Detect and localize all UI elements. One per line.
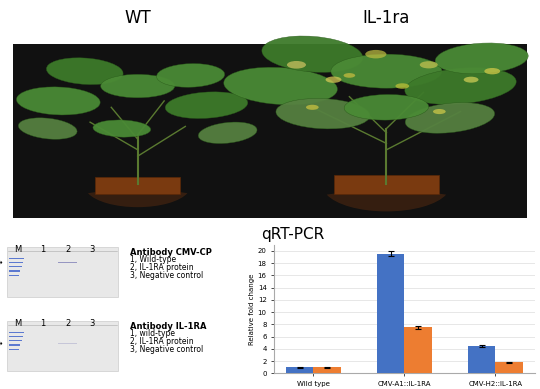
Ellipse shape — [46, 58, 123, 84]
Text: 2, IL-1RA protein: 2, IL-1RA protein — [130, 337, 193, 346]
Circle shape — [306, 105, 319, 110]
FancyBboxPatch shape — [6, 321, 118, 371]
FancyBboxPatch shape — [334, 175, 440, 194]
Ellipse shape — [93, 120, 151, 137]
Text: M: M — [14, 245, 22, 254]
FancyBboxPatch shape — [9, 270, 21, 272]
FancyBboxPatch shape — [58, 343, 77, 344]
Text: 2: 2 — [65, 319, 70, 328]
FancyBboxPatch shape — [9, 275, 19, 276]
Text: 17KDa→: 17KDa→ — [0, 339, 3, 348]
Bar — [377, 254, 404, 373]
FancyBboxPatch shape — [9, 349, 19, 350]
FancyBboxPatch shape — [9, 336, 23, 337]
FancyBboxPatch shape — [9, 258, 24, 259]
Bar — [496, 363, 523, 373]
Ellipse shape — [16, 87, 100, 115]
Y-axis label: Relative fold change: Relative fold change — [249, 273, 255, 345]
Text: 3, Negative control: 3, Negative control — [130, 345, 203, 354]
FancyBboxPatch shape — [9, 266, 22, 267]
Bar — [286, 367, 313, 373]
Circle shape — [433, 109, 446, 114]
Ellipse shape — [165, 92, 248, 119]
Ellipse shape — [100, 74, 175, 98]
Circle shape — [395, 83, 409, 89]
Text: 1, wild-type: 1, wild-type — [130, 328, 174, 338]
FancyBboxPatch shape — [6, 247, 118, 297]
FancyBboxPatch shape — [9, 340, 22, 341]
Text: 3: 3 — [90, 245, 95, 254]
Text: Antibody IL-1RA: Antibody IL-1RA — [130, 322, 206, 331]
Ellipse shape — [276, 98, 370, 129]
Text: IL-1ra: IL-1ra — [363, 9, 410, 27]
Ellipse shape — [344, 95, 429, 120]
FancyBboxPatch shape — [9, 332, 24, 333]
Circle shape — [365, 50, 387, 58]
Text: M: M — [14, 319, 22, 328]
FancyBboxPatch shape — [96, 177, 180, 194]
Circle shape — [326, 77, 341, 83]
Ellipse shape — [262, 36, 363, 72]
Ellipse shape — [331, 54, 442, 88]
Text: 2, IL-1RA protein: 2, IL-1RA protein — [130, 263, 193, 272]
Text: WT: WT — [124, 9, 151, 27]
Text: 2: 2 — [65, 245, 70, 254]
Text: Antibody CMV-CP: Antibody CMV-CP — [130, 249, 212, 258]
Circle shape — [420, 61, 438, 68]
Ellipse shape — [405, 68, 516, 104]
Ellipse shape — [405, 103, 495, 133]
Ellipse shape — [435, 43, 528, 74]
Bar — [468, 346, 496, 373]
Bar — [404, 328, 432, 373]
Wedge shape — [88, 186, 187, 207]
FancyBboxPatch shape — [5, 12, 535, 44]
Circle shape — [287, 61, 306, 68]
Ellipse shape — [224, 67, 338, 105]
Circle shape — [343, 73, 355, 78]
Text: 3: 3 — [90, 319, 95, 328]
Wedge shape — [327, 186, 446, 212]
Text: 1, Wild-type: 1, Wild-type — [130, 254, 176, 263]
Ellipse shape — [157, 63, 225, 87]
Circle shape — [484, 68, 500, 74]
Text: 1: 1 — [40, 245, 45, 254]
FancyBboxPatch shape — [9, 344, 21, 345]
Text: 25KDa→: 25KDa→ — [0, 258, 3, 267]
Text: 3, Negative control: 3, Negative control — [130, 271, 203, 280]
Text: qRT-PCR: qRT-PCR — [261, 227, 325, 242]
FancyBboxPatch shape — [14, 44, 526, 218]
Ellipse shape — [18, 118, 77, 139]
Circle shape — [464, 77, 478, 82]
FancyBboxPatch shape — [9, 262, 23, 263]
Bar — [313, 367, 341, 373]
FancyBboxPatch shape — [58, 262, 77, 263]
Ellipse shape — [198, 122, 257, 144]
Text: 1: 1 — [40, 319, 45, 328]
